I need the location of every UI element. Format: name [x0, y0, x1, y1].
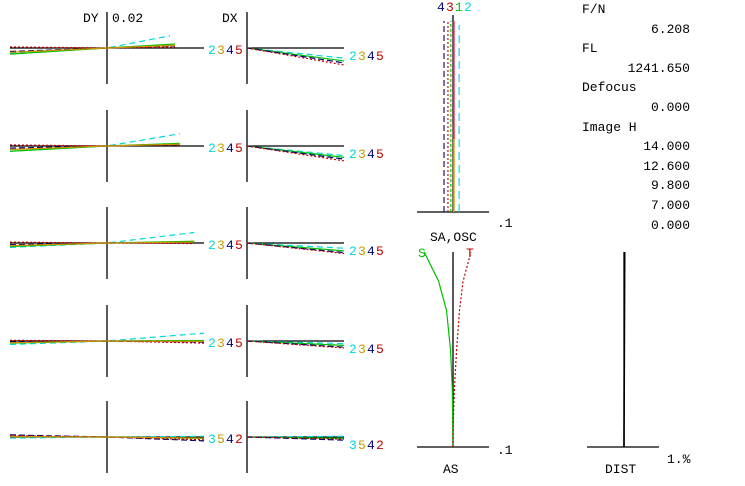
- dy-field-label: 4: [226, 432, 234, 447]
- dy-field-label: 3: [217, 336, 225, 351]
- fl-value: 1241.650: [627, 60, 690, 76]
- dx-field-label: 2: [349, 49, 357, 64]
- fn-value: 6.208: [650, 21, 690, 37]
- dy-field-label: 3: [208, 432, 216, 447]
- astig-axis-label: AS: [443, 462, 459, 477]
- dx-ray-fan-curve: [246, 242, 345, 255]
- dy-field-label: 4: [226, 336, 234, 351]
- fn-label: F/N: [582, 2, 606, 17]
- image-height-value: 9.800: [650, 178, 690, 194]
- dy-ray-fan-curve: [9, 436, 205, 439]
- dist-axis-label: DIST: [605, 462, 637, 477]
- dx-field-label: 3: [358, 147, 366, 162]
- astig-t-label: T: [466, 246, 474, 261]
- dx-ray-fan-curve: [246, 436, 345, 440]
- dy-field-label: 5: [235, 141, 243, 156]
- dx-field-label: 4: [367, 438, 375, 453]
- fl-label: FL: [582, 41, 598, 57]
- distortion-curve: [623, 251, 626, 448]
- sa-osc-title: SA,OSC: [430, 230, 477, 245]
- dx-field-label: 5: [376, 147, 384, 162]
- image-height-value: 14.000: [643, 139, 690, 155]
- defocus-value: 0.000: [650, 99, 690, 115]
- dy-field-label: 2: [208, 238, 216, 253]
- longitudinal-field-label: 2: [464, 0, 472, 15]
- dy-field-label: 4: [226, 141, 234, 156]
- astig-s-label: S: [418, 246, 426, 261]
- dx-ray-fan-curve: [246, 47, 345, 66]
- longitudinal-field-label: 4: [437, 0, 445, 15]
- dx-field-label: 2: [349, 342, 357, 357]
- longitudinal-scale-label: .1: [497, 216, 513, 231]
- dy-field-label: 3: [217, 141, 225, 156]
- image-height-value: 7.000: [650, 197, 690, 213]
- dy-ray-fan-curve: [9, 435, 205, 439]
- dy-field-label: 2: [208, 141, 216, 156]
- dx-axis-label: DX: [222, 11, 238, 26]
- longitudinal-field-label: 1: [455, 0, 463, 15]
- astig-curve-s: [423, 251, 454, 448]
- dx-ray-fan-curve: [246, 145, 345, 157]
- dx-field-label: 4: [367, 342, 375, 357]
- dy-scale-label: 0.02: [112, 11, 144, 26]
- dx-field-label: 3: [358, 49, 366, 64]
- dy-field-label: 4: [226, 238, 234, 253]
- dy-field-label: 2: [235, 432, 243, 447]
- dx-ray-fan-curve: [246, 242, 345, 249]
- image-height-value: 0.000: [650, 217, 690, 233]
- dx-field-label: 4: [367, 147, 375, 162]
- dx-field-label: 2: [376, 438, 384, 453]
- dx-field-label: 3: [358, 342, 366, 357]
- dy-field-label: 3: [217, 43, 225, 58]
- dy-ray-fan-curve: [9, 35, 171, 54]
- dy-field-label: 3: [217, 238, 225, 253]
- image-h-label: Image H: [582, 119, 637, 135]
- dx-field-label: 5: [358, 438, 366, 453]
- dx-ray-fan-curve: [246, 47, 345, 64]
- dy-ray-fan-curve: [9, 44, 175, 53]
- dx-field-label: 3: [349, 438, 357, 453]
- astig-scale-label: .1: [497, 443, 513, 458]
- dx-field-label: 4: [367, 244, 375, 259]
- dx-field-label: 3: [358, 244, 366, 259]
- dx-ray-fan-curve: [246, 145, 345, 162]
- dy-ray-fan-curve: [9, 143, 180, 151]
- image-height-value: 12.600: [643, 158, 690, 174]
- dy-ray-fan-curve: [9, 340, 205, 344]
- dx-field-label: 5: [376, 49, 384, 64]
- dx-field-label: 4: [367, 49, 375, 64]
- dist-scale-label: 1.%: [667, 452, 691, 467]
- dx-ray-fan-curve: [246, 435, 345, 438]
- dy-ray-fan-curve: [9, 241, 195, 247]
- dx-field-label: 5: [376, 342, 384, 357]
- dx-ray-fan-curve: [246, 47, 345, 59]
- dy-ray-fan-curve: [9, 332, 205, 346]
- dx-ray-fan-curve: [246, 47, 345, 62]
- dy-field-label: 4: [226, 43, 234, 58]
- dx-ray-fan-curve: [246, 340, 345, 349]
- dy-field-label: 5: [235, 336, 243, 351]
- dy-field-label: 5: [235, 43, 243, 58]
- dx-field-label: 2: [349, 244, 357, 259]
- astig-curve-t: [452, 251, 472, 448]
- dx-ray-fan-curve: [246, 145, 345, 160]
- dx-ray-fan-curve: [246, 340, 345, 345]
- dy-field-label: 2: [208, 336, 216, 351]
- dy-field-label: 5: [235, 238, 243, 253]
- dy-axis-label: DY: [83, 11, 99, 26]
- longitudinal-field-label: 3: [446, 0, 454, 15]
- lens-info-panel: F/N 6.208 FL 1241.650 Defocus 0.000 Imag…: [582, 0, 692, 235]
- dy-field-label: 5: [217, 432, 225, 447]
- dx-field-label: 5: [376, 244, 384, 259]
- defocus-label: Defocus: [582, 80, 637, 96]
- dx-field-label: 2: [349, 147, 357, 162]
- dy-field-label: 2: [208, 43, 216, 58]
